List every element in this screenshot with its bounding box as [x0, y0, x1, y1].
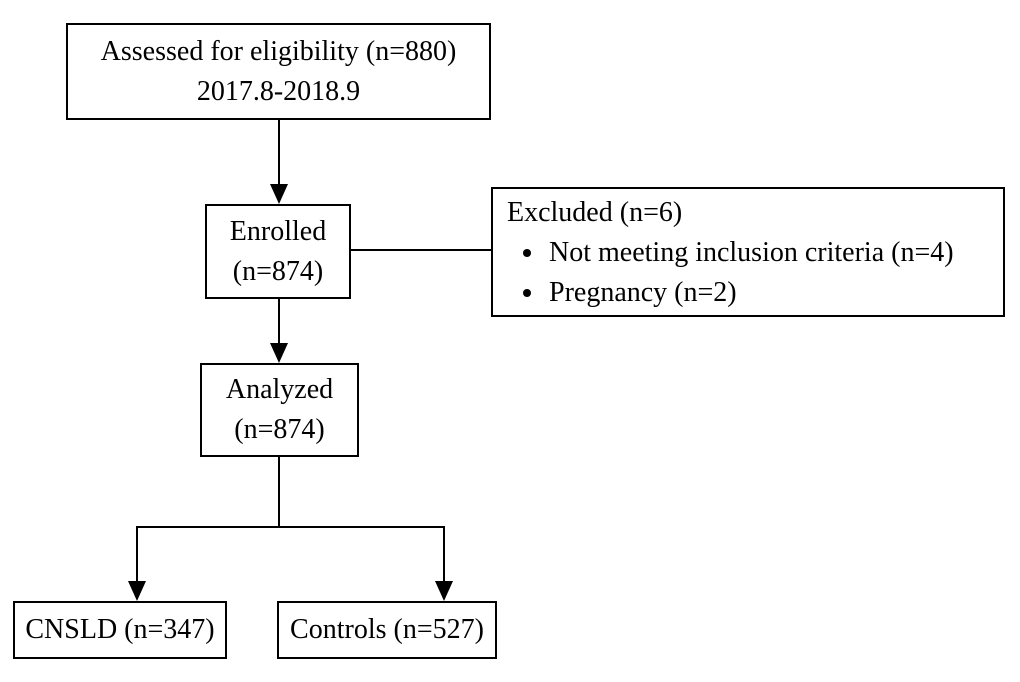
analyzed-line-2: (n=874)	[234, 414, 325, 445]
enrolled-line-2: (n=874)	[232, 255, 324, 287]
connector-branch-to-controls	[443, 526, 445, 583]
enrolled-box: Enrolled (n=874)	[205, 204, 351, 299]
arrowhead-down-icon	[128, 581, 146, 601]
enrolled-line-1: Enrolled	[229, 215, 327, 247]
excluded-item-1-label: Not meeting inclusion criteria (n=4)	[549, 237, 954, 268]
connector-assessed-to-enrolled	[278, 120, 280, 186]
cnsld-box: CNSLD (n=347)	[13, 601, 227, 659]
assessed-line-2: 2017.8-2018.9	[196, 75, 361, 107]
cnsld-label: CNSLD (n=347)	[25, 614, 215, 645]
arrowhead-down-icon	[270, 184, 288, 204]
connector-branch-to-cnsld	[136, 526, 138, 583]
excluded-item: Pregnancy (n=2)	[507, 273, 737, 313]
excluded-item: Not meeting inclusion criteria (n=4)	[507, 233, 954, 273]
arrowhead-down-icon	[435, 581, 453, 601]
excluded-box: Excluded (n=6) Not meeting inclusion cri…	[491, 187, 1005, 317]
assessed-box: Assessed for eligibility (n=880) 2017.8-…	[66, 23, 491, 120]
analyzed-line-1: Analyzed	[225, 374, 334, 405]
branch-horizontal-line	[136, 526, 445, 528]
excluded-item-2-label: Pregnancy (n=2)	[549, 277, 737, 308]
bullet-icon	[523, 249, 531, 257]
controls-label: Controls (n=527)	[290, 614, 484, 645]
connector-enrolled-to-excluded	[351, 249, 491, 251]
arrowhead-down-icon	[270, 343, 288, 363]
assessed-line-1: Assessed for eligibility (n=880)	[100, 35, 457, 67]
connector-enrolled-to-analyzed	[278, 299, 280, 345]
excluded-title: Excluded (n=6)	[507, 197, 683, 228]
bullet-icon	[523, 289, 531, 297]
connector-analyzed-to-branch	[278, 457, 280, 528]
analyzed-box: Analyzed (n=874)	[200, 363, 359, 457]
controls-box: Controls (n=527)	[277, 601, 497, 659]
